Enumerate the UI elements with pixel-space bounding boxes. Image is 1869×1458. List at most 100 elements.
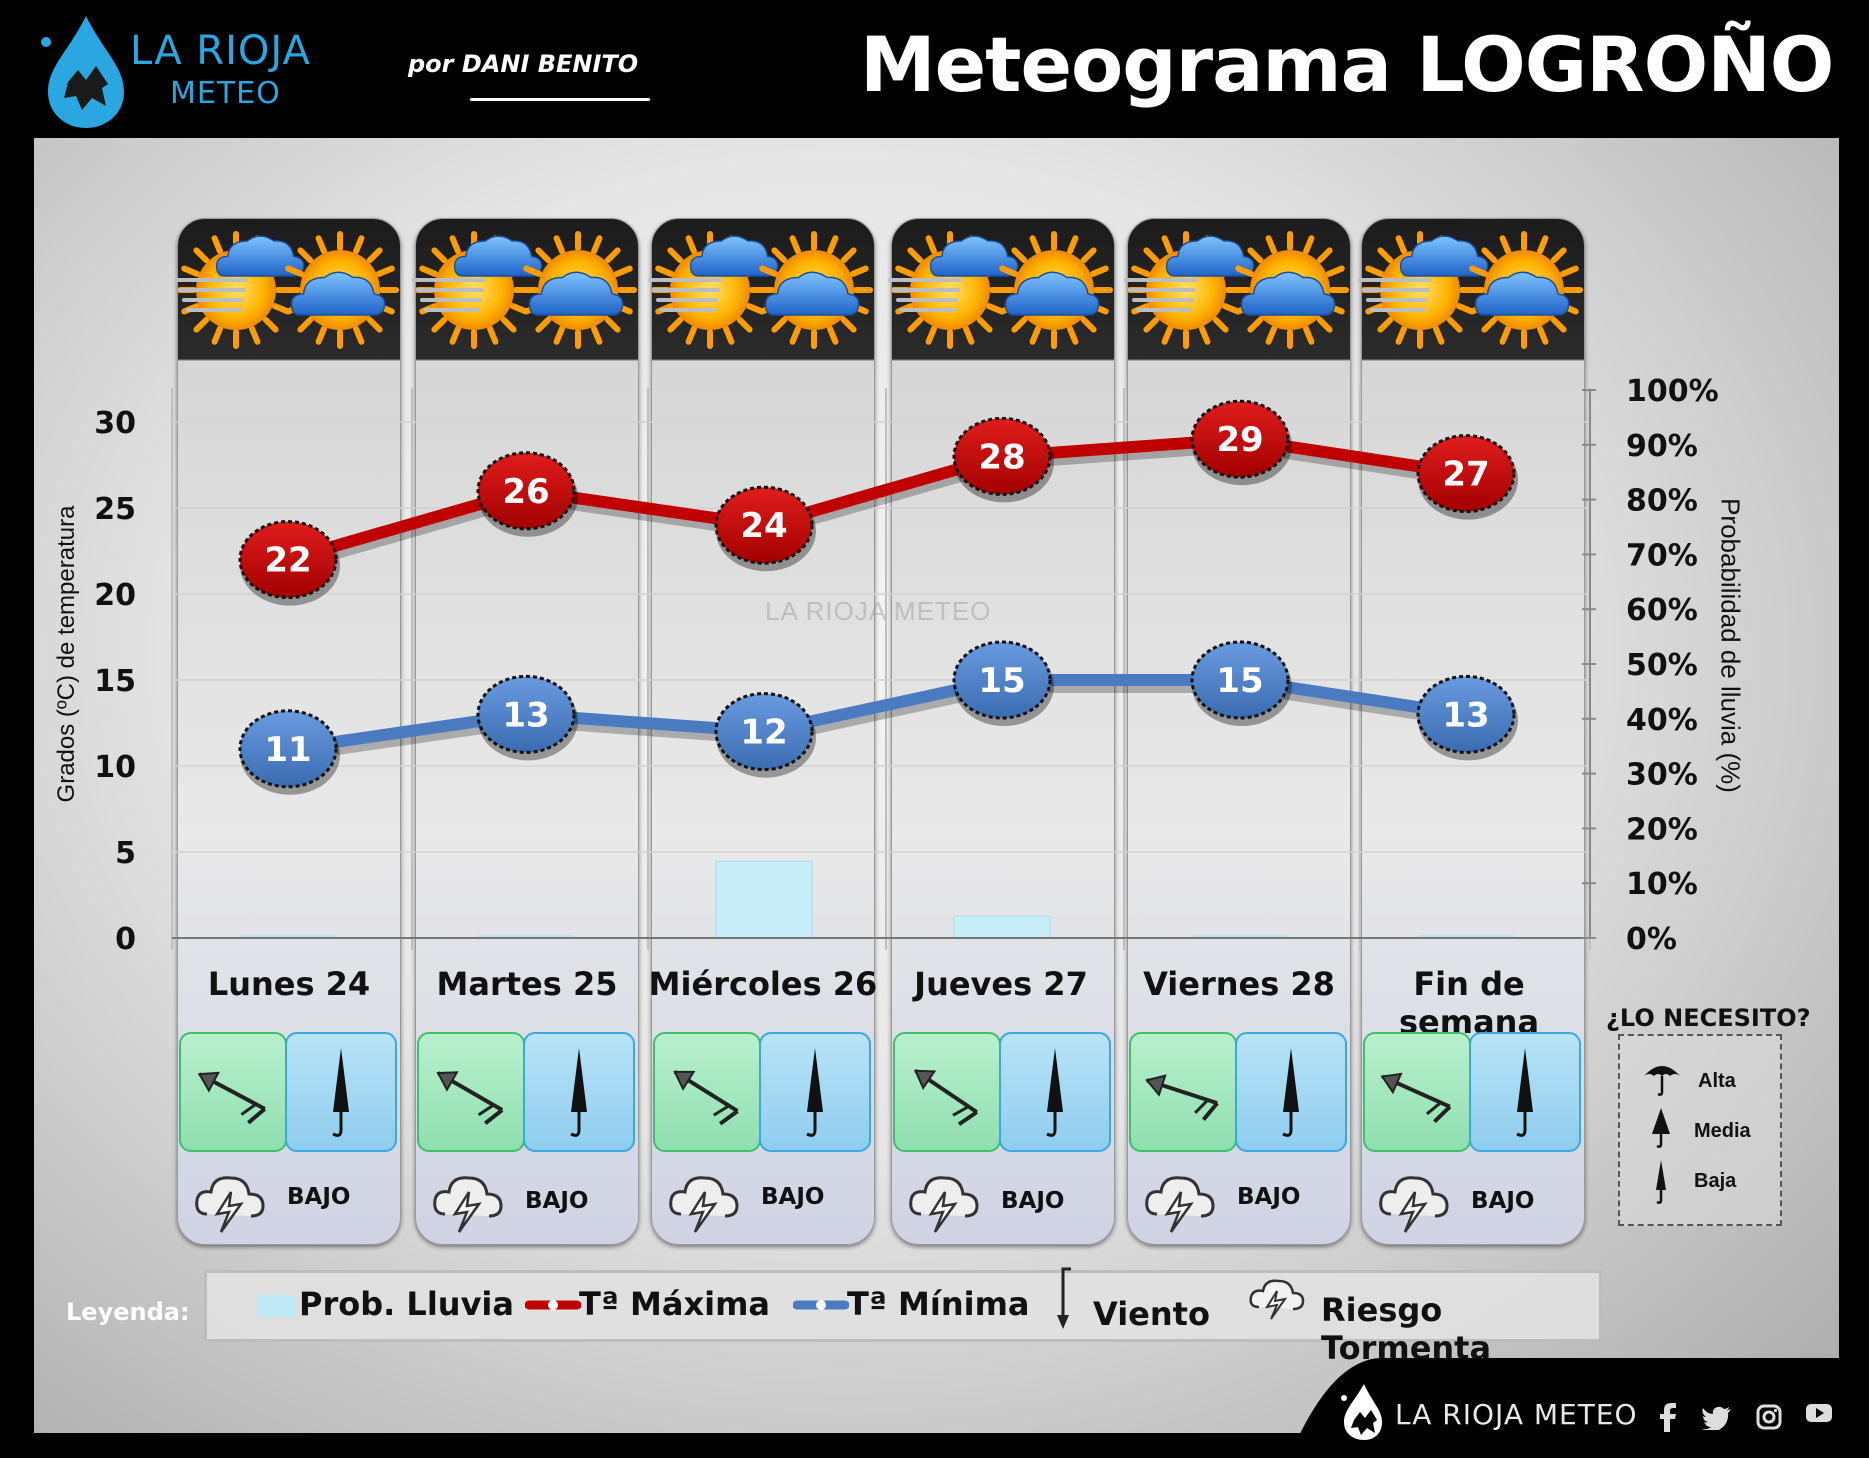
- facebook-icon[interactable]: [1658, 1402, 1678, 1432]
- wind-arrow-icon: [436, 1071, 504, 1125]
- storm-risk-icon: [905, 1168, 985, 1243]
- y2-axis-title: Probabilidad de lluvia (%): [1715, 498, 1746, 793]
- wind-arrow-icon: [1145, 1074, 1219, 1121]
- logo-text-line1: LA RIOJA: [130, 28, 311, 74]
- day3-cloud-icon: [689, 235, 779, 277]
- legend-item-tmax: Tª Máxima: [579, 1285, 770, 1323]
- day2-fog-icon: [412, 278, 486, 312]
- legend-item-rain: Prob. Lluvia: [299, 1285, 514, 1323]
- y-tick-label: 10: [94, 750, 136, 785]
- logo-text-line2: METEO: [170, 76, 281, 111]
- sun-ray: [1161, 235, 1173, 255]
- sun-ray: [604, 316, 621, 333]
- tmin-value-label: 13: [1442, 695, 1489, 735]
- y-tick-label: 20: [94, 578, 136, 613]
- y-tick-label: 0: [115, 922, 136, 957]
- instagram-icon[interactable]: [1756, 1404, 1782, 1430]
- cloud-shape: [528, 271, 624, 316]
- day1-cloud2-icon: [290, 271, 386, 316]
- tmin-marker: [238, 709, 338, 789]
- sun-ray: [907, 316, 924, 333]
- tmax-value-label: 29: [1216, 420, 1263, 460]
- sun-ray: [685, 235, 697, 255]
- wind-arrow-icon: [1380, 1072, 1452, 1124]
- sun-ray: [1446, 316, 1463, 333]
- cloud-shape: [764, 271, 860, 316]
- umbrella-low-icon: [1282, 1048, 1299, 1137]
- storm-risk-label: BAJO: [1001, 1188, 1065, 1214]
- umbrella-box: [1469, 1032, 1581, 1152]
- tmax-value-label: 24: [740, 506, 787, 546]
- logo-drop-icon: [41, 16, 124, 128]
- legend-swatch-rain: [257, 1295, 295, 1317]
- cloud-shape: [689, 235, 779, 277]
- sun-ray: [655, 265, 675, 277]
- rain-bar: [715, 860, 813, 939]
- sun-ray: [907, 247, 924, 264]
- day5-cloud2-icon: [1240, 271, 1336, 316]
- sun-ray: [1011, 247, 1028, 264]
- day6-fog-icon: [1358, 278, 1432, 312]
- wind-box: [1363, 1032, 1471, 1152]
- y-tick-label: 5: [115, 836, 136, 871]
- sun-ray: [591, 235, 603, 255]
- sun-ray: [315, 325, 327, 345]
- day-label-3: Miércoles 26: [648, 965, 878, 1003]
- day-label-6: Fin de semana: [1398, 965, 1540, 1041]
- storm-risk-label: BAJO: [761, 1184, 825, 1210]
- y-tick-label: 30: [94, 406, 136, 441]
- wind-arrow-icon: [913, 1069, 978, 1126]
- sun-ray: [759, 265, 779, 277]
- sun-ray: [262, 316, 279, 333]
- day4-cloud2-icon: [1004, 271, 1100, 316]
- sun-ray: [431, 247, 448, 264]
- tmin-value-label: 15: [1216, 661, 1263, 701]
- day4-fog-icon: [888, 278, 962, 312]
- y2-tick-label: 20%: [1626, 812, 1698, 847]
- footer-logo-icon: [1341, 1384, 1382, 1440]
- youtube-icon[interactable]: [1804, 1400, 1834, 1430]
- sun-ray: [1377, 247, 1394, 264]
- need-box-title: ¿LO NECESITO?: [1606, 1004, 1811, 1032]
- umbrella-low-icon: [1656, 1160, 1666, 1204]
- sun-ray: [1029, 235, 1041, 255]
- sun-ray: [1316, 316, 1333, 333]
- sun-ray: [1303, 235, 1315, 255]
- sun-ray: [591, 325, 603, 345]
- sun-ray: [1247, 316, 1264, 333]
- legend-storm-icon: [1249, 1279, 1305, 1320]
- sun-ray: [789, 235, 801, 255]
- storm-risk-label: BAJO: [525, 1188, 589, 1214]
- sun-ray: [1265, 325, 1277, 345]
- sun-ray: [535, 316, 552, 333]
- tmax-marker: [476, 451, 576, 531]
- sun-ray: [849, 265, 869, 277]
- sun-ray: [535, 247, 552, 264]
- legend-item-wind: Viento: [1093, 1295, 1210, 1333]
- sun-ray: [925, 235, 937, 255]
- sun-ray: [1365, 265, 1385, 277]
- sun-ray: [827, 325, 839, 345]
- sun-ray: [419, 265, 439, 277]
- cloud-shape: [1165, 235, 1255, 277]
- y2-tick-label: 50%: [1626, 648, 1698, 683]
- wind-box: [653, 1032, 761, 1152]
- sun-ray: [181, 265, 201, 277]
- logo: LA RIOJA METEO: [38, 12, 338, 130]
- sun-ray: [1303, 325, 1315, 345]
- sun-ray: [1199, 325, 1211, 345]
- sun-ray: [366, 316, 383, 333]
- twitter-icon[interactable]: [1702, 1406, 1732, 1430]
- sun-ray: [771, 316, 788, 333]
- need-box: Alta Media Baja: [1618, 1034, 1782, 1226]
- cloud-shape: [1240, 271, 1336, 316]
- sun-ray: [500, 316, 517, 333]
- sun-ray: [1080, 316, 1097, 333]
- sun-ray: [667, 316, 684, 333]
- sun-ray: [353, 235, 365, 255]
- sun-ray: [375, 265, 395, 277]
- sun-ray: [604, 247, 621, 264]
- y2-tick-label: 0%: [1626, 922, 1677, 957]
- legend-swatch-tmin: [793, 1300, 849, 1310]
